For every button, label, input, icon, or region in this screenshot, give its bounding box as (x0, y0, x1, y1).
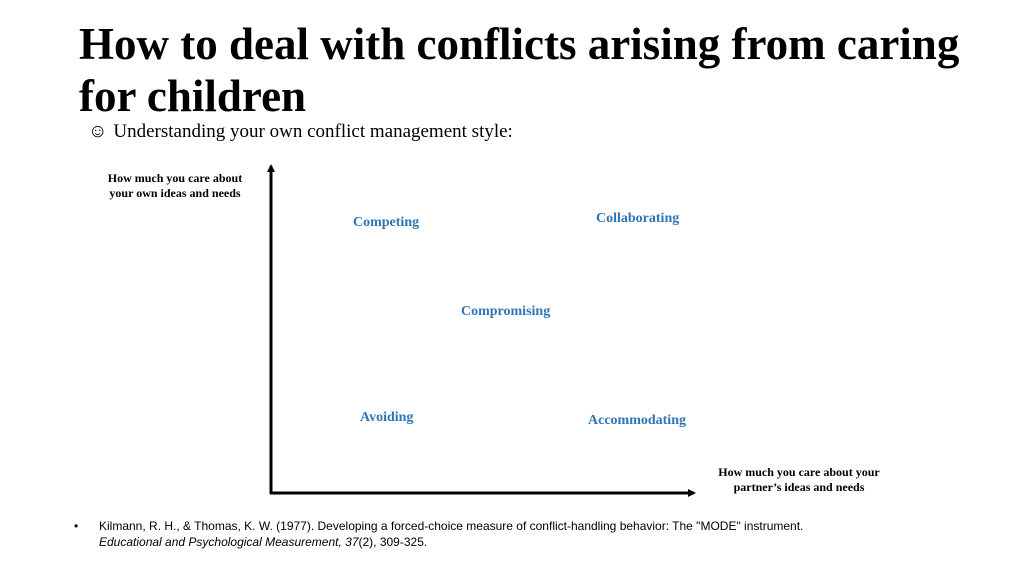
slide-subtitle: ☺ Understanding your own conflict managem… (88, 120, 513, 144)
reference-issue-pages: (2), 309-325. (358, 535, 428, 549)
avoiding-label: Avoiding (360, 410, 414, 425)
competing-label: Competing (353, 215, 420, 230)
reference-journal: Educational and Psychological Measuremen… (99, 535, 359, 549)
smiley-icon: ☺ (88, 121, 108, 142)
slide-title: How to deal with conflicts arising from … (79, 19, 960, 121)
subtitle-text: Understanding your own conflict manageme… (113, 121, 513, 142)
reference-text: Kilmann, R. H., & Thomas, K. W. (1977). … (99, 518, 974, 550)
reference-list-item: • Kilmann, R. H., & Thomas, K. W. (1977)… (74, 518, 974, 550)
compromising-label: Compromising (461, 304, 551, 319)
bullet-icon: • (74, 519, 79, 533)
accommodating-label: Accommodating (588, 413, 686, 428)
reference-authors: Kilmann, R. H., & Thomas, K. W. (1977). … (99, 519, 804, 533)
x-axis-label: How much you care about your partner’s i… (718, 465, 880, 494)
collaborating-label: Collaborating (596, 211, 680, 226)
y-axis-label: How much you care about your own ideas a… (107, 171, 243, 200)
